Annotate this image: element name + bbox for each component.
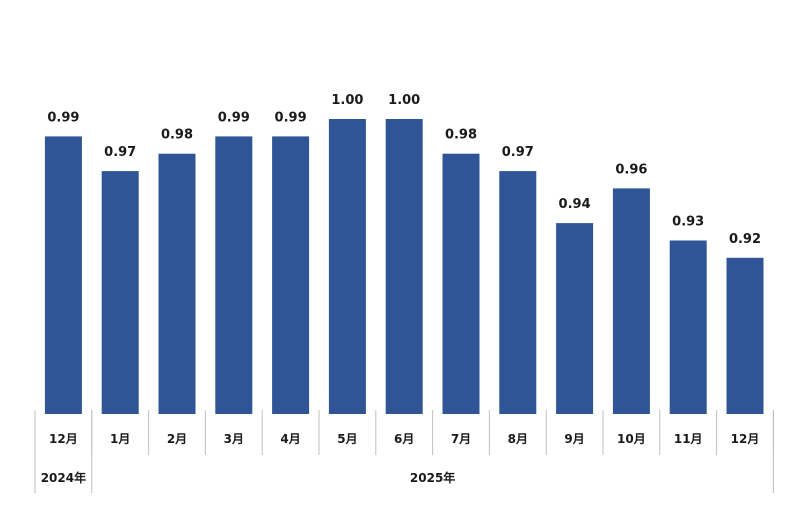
value-label-7: 0.98 [445,128,477,143]
bar-3 [215,136,253,414]
bar-9 [556,223,594,414]
tick-label-3: 3月 [224,432,244,446]
value-label-1: 0.97 [104,145,136,160]
tick-label-6: 6月 [394,432,414,446]
tick-label-8: 8月 [508,432,528,446]
bar-5 [328,119,366,414]
tick-label-1: 1月 [110,432,130,446]
value-label-3: 0.99 [218,110,250,125]
bar-7 [442,153,480,414]
year-label-0: 2024年 [41,470,86,485]
value-labels-layer: 0.99 0.97 0.98 0.99 0.99 1.00 1.00 0.98 0.97 0.94… [47,93,761,247]
value-label-10: 0.96 [615,162,647,177]
bar-6 [385,119,423,414]
bar-12 [726,257,764,414]
bar-10 [612,188,650,414]
tick-label-5: 5月 [337,432,357,446]
tick-labels-layer: 12月 1月 2月 3月 4月 5月 6月 7月 8月 9月 10月 11月 12月 [49,432,759,446]
tick-label-7: 7月 [451,432,471,446]
tick-label-2: 2月 [167,432,187,446]
tick-label-11: 11月 [674,432,703,446]
value-label-12: 0.92 [729,232,761,247]
year-labels-layer: 2024年 2025年 [41,470,456,485]
bar-1 [101,171,139,414]
bar-4 [272,136,310,414]
bar-0 [44,136,82,414]
bar-11 [669,240,707,414]
tick-label-0: 12月 [49,432,78,446]
value-label-6: 1.00 [388,93,420,108]
tick-label-10: 10月 [617,432,646,446]
value-label-4: 0.99 [275,110,307,125]
tick-label-4: 4月 [280,432,300,446]
category-axis [34,410,774,493]
value-label-8: 0.97 [502,145,534,160]
bar-2 [158,153,196,414]
year-label-1: 2025年 [410,470,455,485]
value-label-11: 0.93 [672,215,704,230]
bar-8 [499,171,537,414]
value-label-0: 0.99 [47,110,79,125]
value-label-9: 0.94 [559,197,591,212]
value-label-5: 1.00 [331,93,363,108]
value-label-2: 0.98 [161,128,193,143]
tick-label-9: 9月 [564,432,584,446]
bars-layer [44,119,764,414]
tick-label-12: 12月 [731,432,760,446]
